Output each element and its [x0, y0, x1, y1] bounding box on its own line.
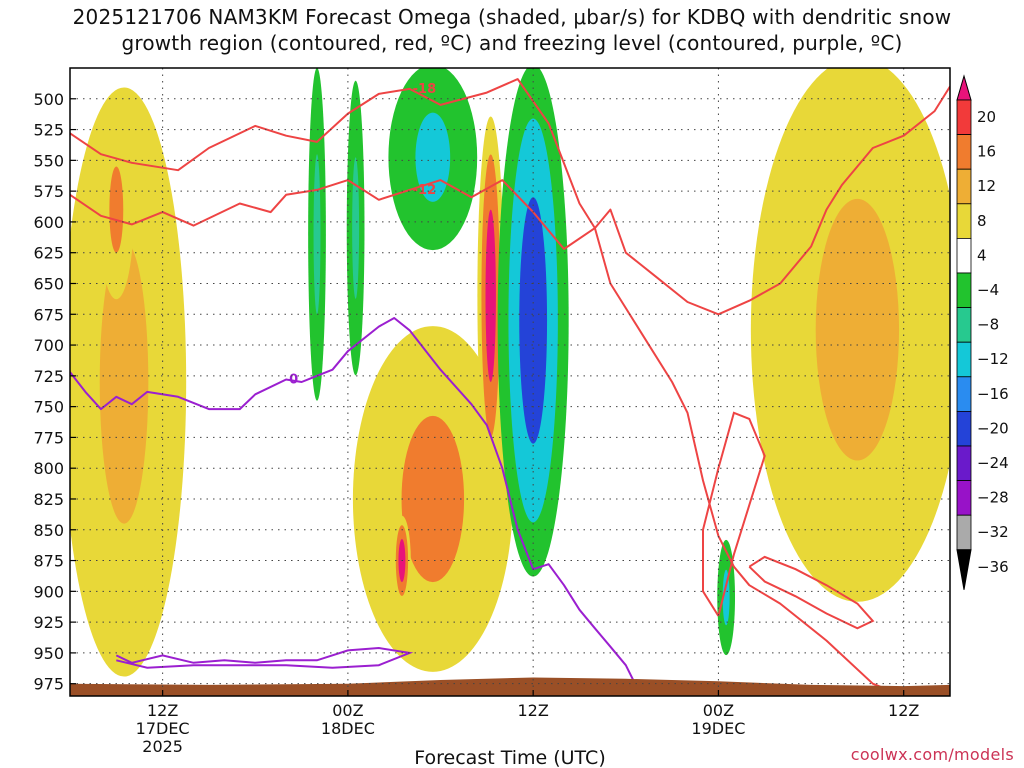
y-tick-label-500: 500: [33, 90, 64, 109]
y-tick-label-900: 900: [33, 582, 64, 601]
omega-area-ascent-lower-plume-core: [401, 415, 465, 583]
omega-area-descent-band-a-core: [313, 154, 321, 315]
contour-label-dendritic-lower-bound: -12: [413, 183, 437, 198]
chart-title: 2025121706 NAM3KM Forecast Omega (shaded…: [0, 4, 1024, 56]
colorbar-label-1: 16: [977, 143, 996, 161]
y-tick-label-525: 525: [33, 121, 64, 140]
colorbar-swatch-9: [956, 376, 972, 412]
colorbar-label-13: −36: [977, 558, 1009, 576]
y-tick-label-550: 550: [33, 151, 64, 170]
contour-label-dendritic-upper-bound: -18: [413, 82, 437, 97]
chart-title-line-2: growth region (contoured, red, ºC) and f…: [121, 31, 903, 55]
omega-area-descent-column-right-core: [519, 197, 548, 444]
colorbar-label-9: −20: [977, 419, 1009, 437]
y-tick-label-875: 875: [33, 552, 64, 571]
colorbar-swatch-3: [956, 168, 972, 205]
x-tick-label-3-1: 00Z: [703, 701, 734, 720]
y-tick-label-775: 775: [33, 428, 64, 447]
y-tick-label-625: 625: [33, 244, 64, 263]
plot-area: -18 -12 0: [69, 67, 951, 697]
omega-area-ascent-left-core-core: [109, 166, 124, 253]
y-tick-label-850: 850: [33, 521, 64, 540]
colorbar: 20 16 12 8 4 −4 −8 −12 −16 −20 −24 −28 −32 −36: [956, 74, 1009, 590]
colorbar-swatch-12: [956, 480, 972, 516]
y-tick-label-925: 925: [33, 613, 64, 632]
colorbar-label-3: 8: [977, 212, 987, 230]
colorbar-label-0: 20: [977, 108, 996, 126]
grid-lines: [70, 68, 950, 696]
colorbar-swatch-10: [956, 410, 972, 447]
colorbar-swatch-5: [956, 237, 972, 274]
colorbar-label-10: −24: [977, 454, 1009, 472]
y-tick-label-725: 725: [33, 367, 64, 386]
colorbar-label-2: 12: [977, 177, 996, 195]
credit-text: coolwx.com/models: [850, 745, 1014, 764]
x-tick-label-3-2: 19DEC: [691, 719, 745, 738]
x-tick-label-1-1: 00Z: [332, 701, 363, 720]
y-tick-label-750: 750: [33, 398, 64, 417]
y-tick-label-650: 650: [33, 274, 64, 293]
colorbar-label-4: 4: [977, 246, 987, 264]
colorbar-label-6: −8: [977, 316, 999, 334]
contour-freezing-level-lower-loop: [115, 646, 414, 669]
omega-shading: [70, 68, 950, 677]
colorbar-swatch-11: [956, 445, 972, 481]
omega-area-descent-band-b-core: [352, 157, 360, 299]
contour-dendritic-upper-bound: [70, 78, 905, 696]
colorbar-top-arrow: [956, 74, 972, 101]
omega-area-ascent-narrow-column-core: [485, 209, 496, 382]
x-tick-label-2-1: 12Z: [517, 701, 548, 720]
x-tick-label-4-1: 12Z: [888, 701, 919, 720]
colorbar-label-12: −32: [977, 523, 1009, 541]
contour-dendritic-right-lower-loop: [702, 411, 766, 617]
y-tick-label-975: 975: [33, 675, 64, 694]
colorbar-label-11: −28: [977, 489, 1009, 507]
colorbar-swatch-8: [956, 341, 972, 378]
colorbar-label-5: −4: [977, 281, 999, 299]
plot-frame: [69, 67, 951, 697]
x-tick-label-0-3: 2025: [142, 737, 183, 756]
colorbar-swatch-2: [956, 134, 972, 170]
omega-area-descent-low-spot-core: [722, 569, 730, 626]
y-axis: 500 525 550 575 600 625 650 675 700 725 750 775 800 8…: [33, 90, 76, 694]
y-tick-label-600: 600: [33, 213, 64, 232]
chart-title-line-1: 2025121706 NAM3KM Forecast Omega (shaded…: [72, 5, 952, 29]
x-tick-label-0-1: 12Z: [147, 701, 178, 720]
colorbar-swatch-4: [956, 203, 972, 239]
contour-label-freezing-level: 0: [289, 373, 298, 388]
y-tick-label-675: 675: [33, 305, 64, 324]
colorbar-label-7: −12: [977, 350, 1009, 368]
y-tick-label-950: 950: [33, 644, 64, 663]
terrain-fill: [70, 677, 950, 696]
x-axis-title: Forecast Time (UTC): [414, 747, 605, 768]
y-tick-label-800: 800: [33, 459, 64, 478]
colorbar-swatch-6: [956, 272, 972, 308]
y-tick-label-700: 700: [33, 336, 64, 355]
x-tick-label-0-2: 17DEC: [136, 719, 190, 738]
contour-freezing-level: [70, 317, 643, 696]
colorbar-swatch-1: [956, 99, 972, 135]
colorbar-swatch-7: [956, 307, 972, 343]
colorbar-label-8: −16: [977, 385, 1009, 403]
omega-area-ascent-right-column-core: [815, 198, 900, 461]
terrain-layer: [70, 677, 950, 696]
colorbar-swatch-13: [956, 514, 972, 551]
x-tick-label-1-2: 18DEC: [321, 719, 375, 738]
omega-area-ascent-left-column-core: [99, 240, 149, 524]
y-tick-label-825: 825: [33, 490, 64, 509]
colorbar-bottom-arrow: [956, 549, 972, 590]
contour-dendritic-lower-bound: [70, 85, 950, 316]
y-tick-label-575: 575: [33, 182, 64, 201]
